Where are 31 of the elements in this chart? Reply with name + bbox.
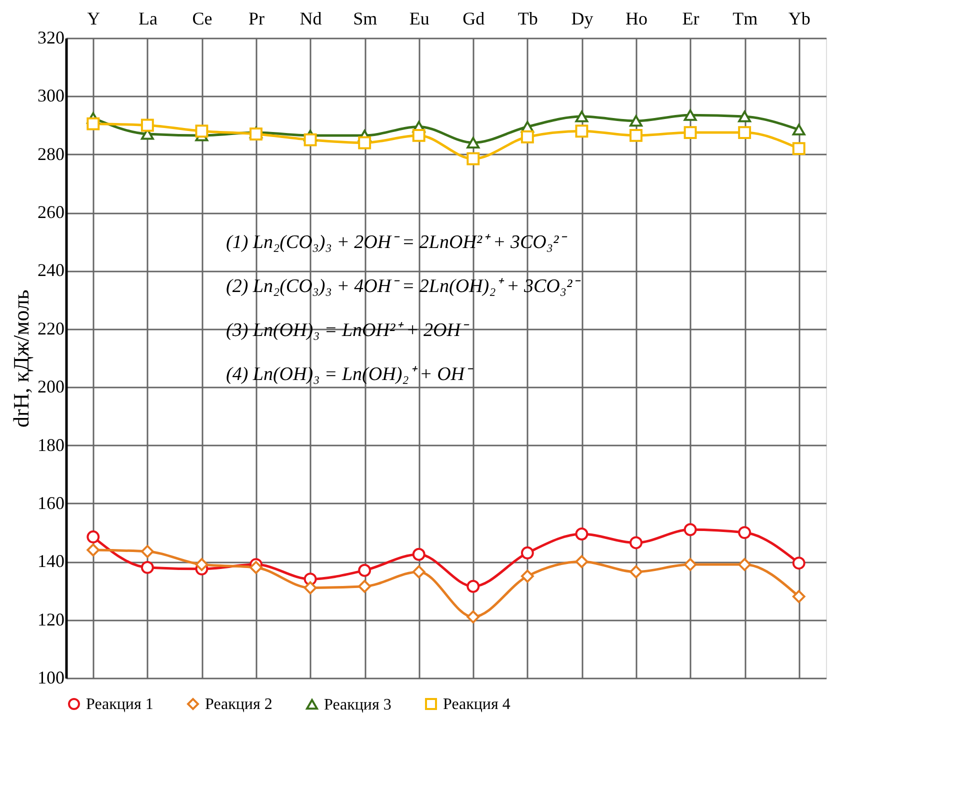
y-tick-label: 260 [38, 202, 64, 222]
y-tick-label: 240 [38, 260, 64, 280]
legend-label: Реакция 2 [205, 696, 272, 713]
legend-label: Реакция 1 [86, 696, 154, 713]
y-tick-label: 120 [38, 609, 64, 630]
y-tick-label: 180 [38, 434, 64, 455]
y-tick-label: 300 [38, 86, 64, 106]
x-tick-label: Ho [626, 8, 648, 28]
y-tick-label: 320 [38, 28, 64, 48]
x-tick-label: Sm [353, 8, 378, 28]
y-axis-title: drH, кДж/моль [8, 290, 34, 428]
x-tick-label: Ce [192, 8, 212, 28]
x-tick-label: Dy [571, 8, 594, 28]
x-tick-label: Y [87, 8, 100, 28]
y-tick-label: 280 [38, 144, 64, 164]
x-tick-label: Tb [518, 8, 538, 28]
y-tick-label: 200 [38, 376, 64, 397]
x-tick-label: Pr [248, 8, 265, 28]
legend-label: Реакция 4 [443, 696, 510, 713]
x-tick-label: Yb [788, 8, 810, 28]
x-tick-label: Gd [462, 8, 485, 28]
y-tick-label: 220 [38, 318, 64, 338]
x-tick-label: Tm [732, 8, 758, 28]
y-tick-label: 160 [38, 492, 64, 513]
y-tick-label: 100 [38, 668, 64, 688]
y-tick-label: 140 [38, 551, 64, 572]
x-tick-label: Nd [300, 8, 322, 28]
x-tick-label: La [138, 8, 158, 28]
legend-label: Реакция 3 [324, 696, 392, 714]
x-tick-label: Eu [409, 8, 430, 28]
x-tick-label: Er [682, 8, 700, 28]
